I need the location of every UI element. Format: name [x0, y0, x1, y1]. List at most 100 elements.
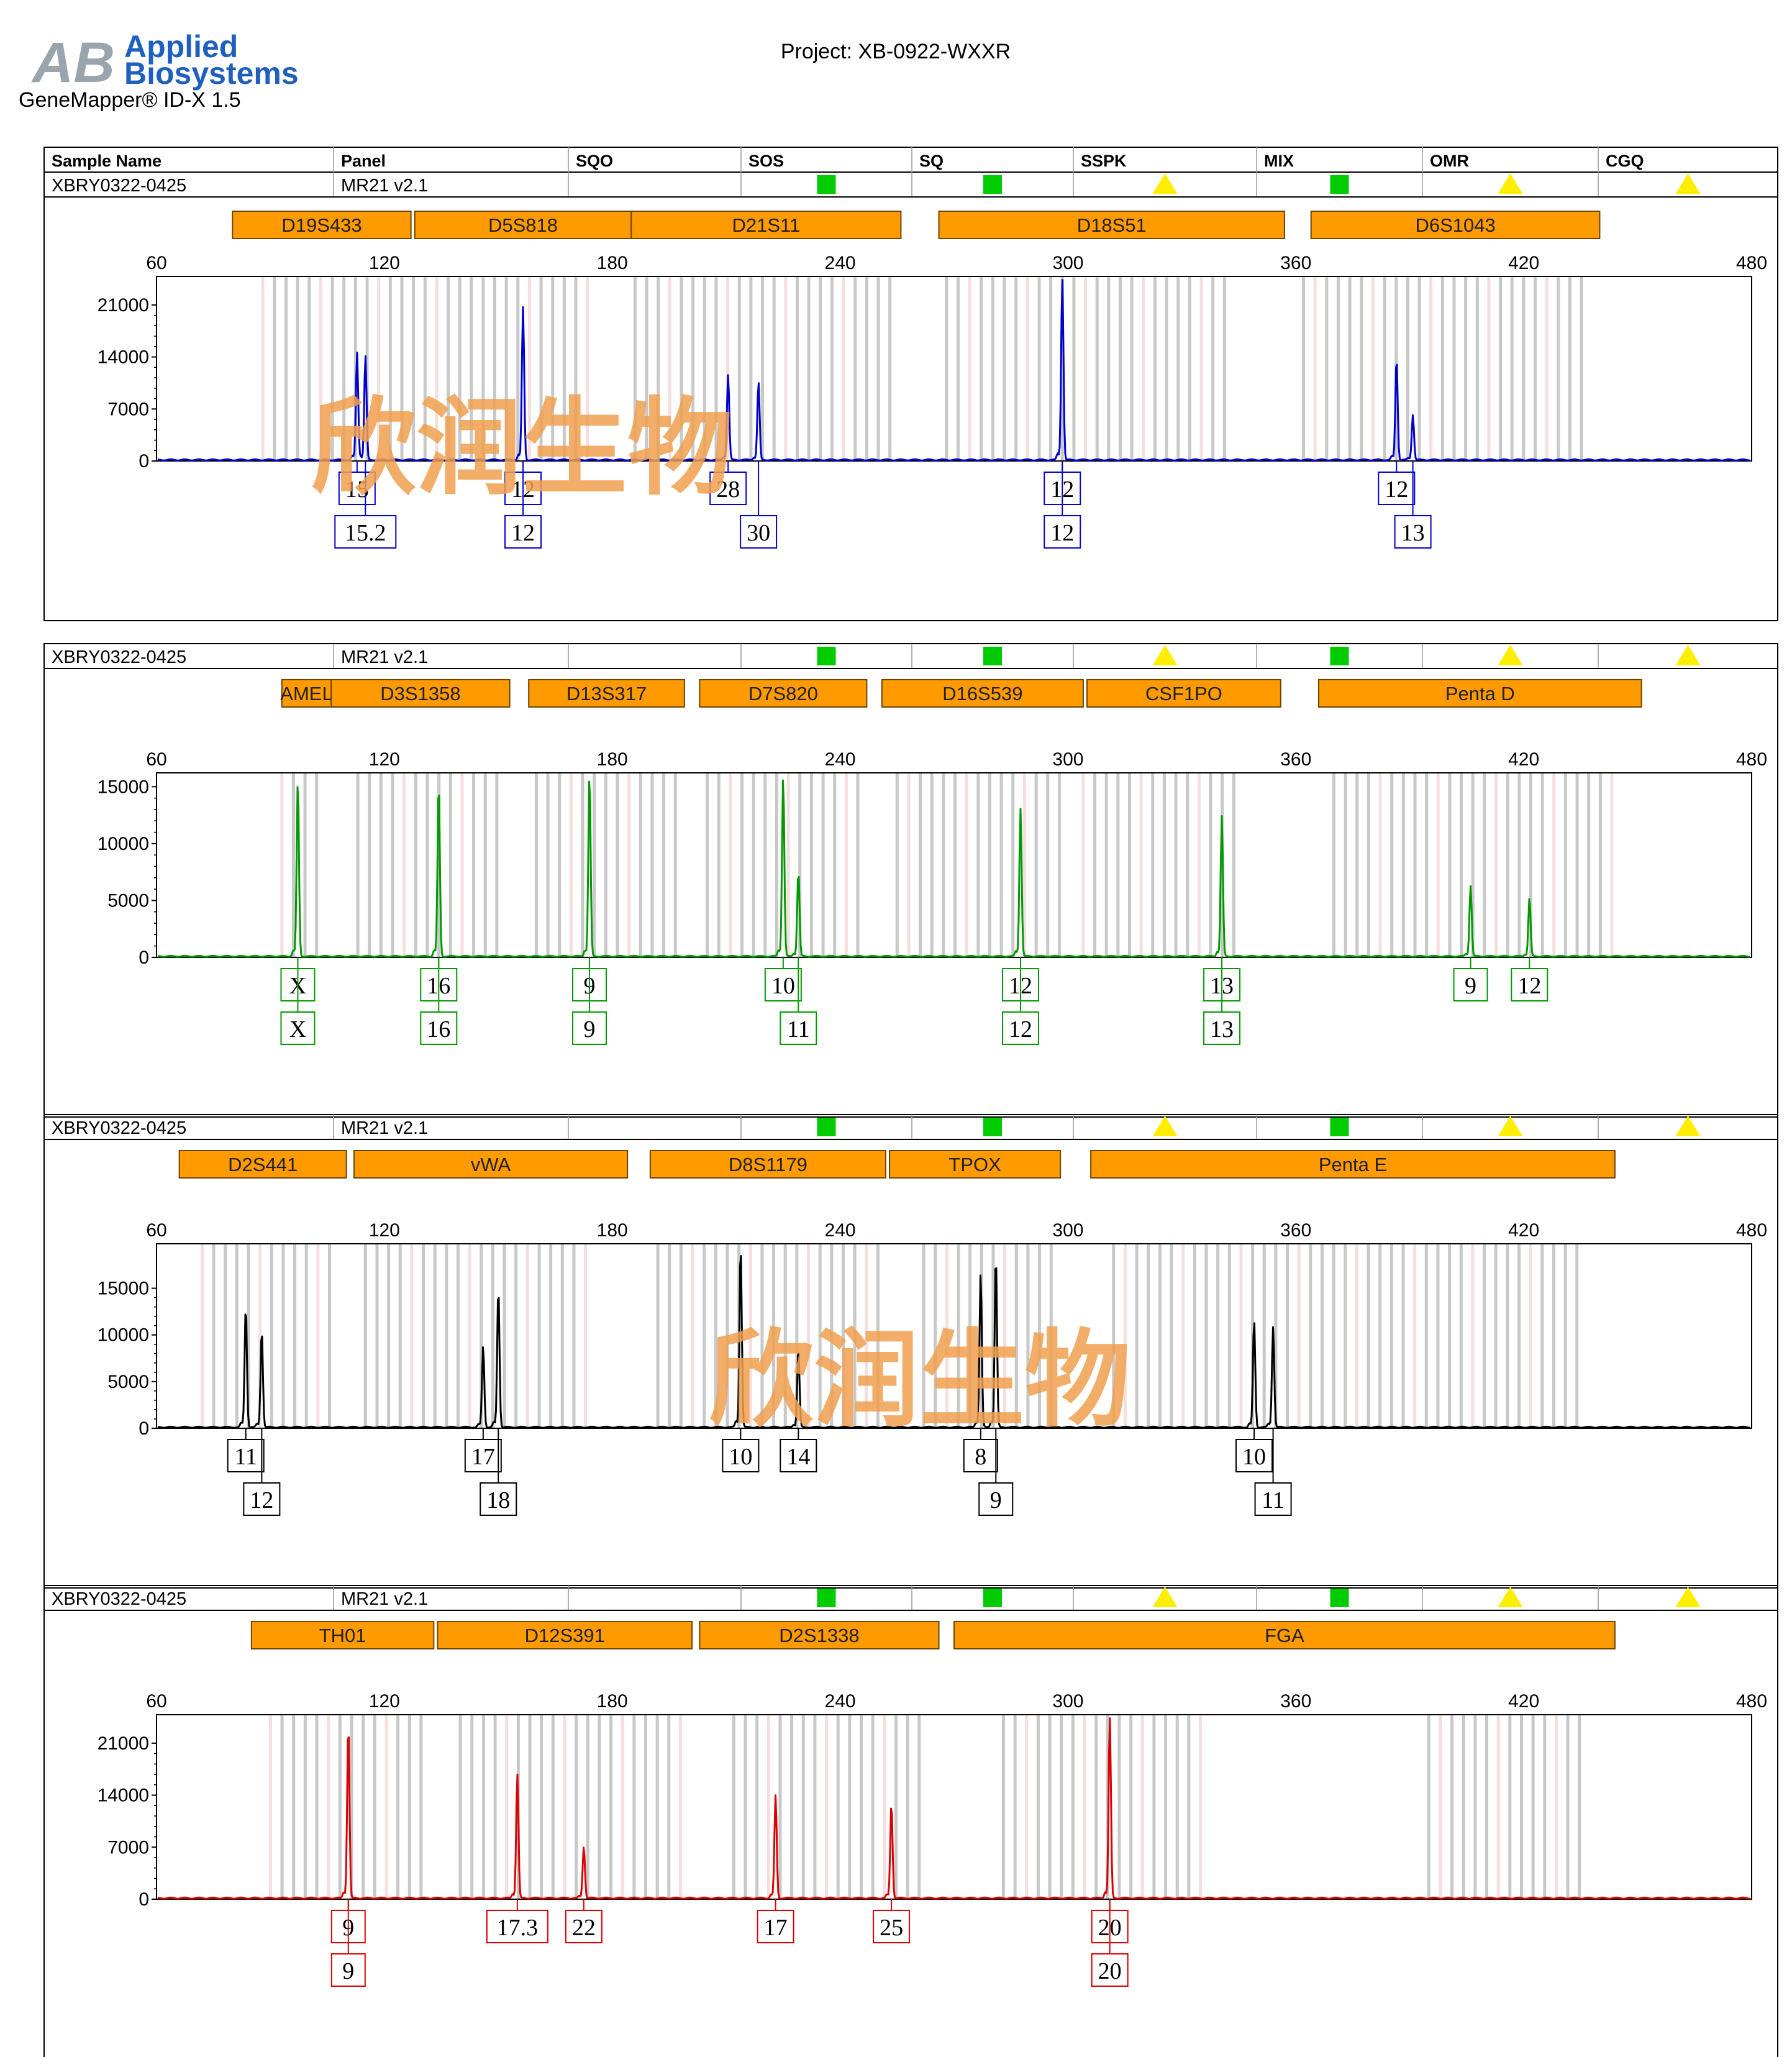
- x-tick-label: 300: [1052, 253, 1083, 273]
- marker-label: TH01: [319, 1625, 366, 1646]
- marker-label: D2S1338: [779, 1625, 859, 1646]
- allele-call-box: [334, 515, 397, 549]
- marker-label: D7S820: [748, 683, 818, 705]
- allele-call-label: 15.2: [345, 520, 386, 546]
- allele-call-box: [1203, 1011, 1241, 1045]
- plot-area: [156, 1243, 1752, 1429]
- allele-call-label: X: [289, 1016, 306, 1042]
- allele-call-box: [1002, 1011, 1039, 1045]
- x-tick-label: 240: [825, 1691, 856, 1712]
- allele-call-label: 28: [716, 477, 740, 503]
- allele-bins: [268, 1715, 1581, 1899]
- allele-call-box: [1091, 1953, 1129, 1987]
- allele-call-label: 11: [1262, 1487, 1285, 1513]
- panel-frame: [43, 1585, 1778, 2057]
- allele-bins: [280, 773, 1614, 957]
- applied-biosystems-logo: AB Applied Biosystems: [31, 29, 299, 94]
- marker-label: Penta D: [1445, 683, 1515, 705]
- x-tick-label: 360: [1280, 1220, 1311, 1241]
- marker-label: D21S11: [732, 214, 800, 236]
- x-tick-label: 60: [146, 253, 166, 273]
- x-tick-label: 120: [369, 253, 400, 273]
- x-tick-label: 60: [146, 1691, 166, 1712]
- allele-call-label: 30: [747, 520, 770, 546]
- marker-tpox: [889, 1150, 1062, 1179]
- quality-flag-mix-square-icon: [1330, 1118, 1349, 1136]
- x-tick-label: 240: [825, 253, 856, 273]
- marker-th01: [250, 1621, 435, 1649]
- quality-flag-sos-square-icon: [817, 1118, 836, 1136]
- allele-call-label: 9: [342, 1958, 354, 1984]
- x-tick-label: 180: [597, 1691, 628, 1712]
- column-header-omr: OMR: [1430, 152, 1469, 170]
- electropherogram-panels: Sample Name Panel SQO SOS SQ SSPK MIX OMR CGQ XBR…: [43, 147, 1778, 2057]
- marker-label: CSF1PO: [1145, 683, 1222, 705]
- x-tick-label: 240: [825, 749, 856, 770]
- allele-call-box: [480, 1482, 517, 1516]
- x-tick-label: 240: [825, 1220, 856, 1241]
- dye-panel-green: XBRY0322-0425 MR21 v2.1 AMEL D3S1358 D13S317…: [43, 643, 1778, 1118]
- watermarks: 欣润生物 欣润生物: [311, 390, 1130, 1439]
- ab-logo-mark: AB: [31, 31, 115, 94]
- allele-call-label: 10: [729, 1444, 752, 1470]
- x-tick-label: 180: [597, 749, 628, 770]
- plot-area: [156, 276, 1752, 462]
- marker-label: D3S1358: [380, 683, 460, 705]
- allele-call-box: [572, 1011, 607, 1045]
- marker-label: D2S441: [228, 1154, 298, 1175]
- x-tick-label: 300: [1052, 1220, 1083, 1241]
- allele-call-box: [722, 1439, 760, 1472]
- sample-name: XBRY0322-0425: [52, 1118, 186, 1138]
- trace-blue: [157, 279, 1750, 462]
- x-tick-label: 480: [1736, 1691, 1767, 1712]
- allele-bins: [261, 276, 1583, 461]
- watermark-1: 欣润生物: [311, 390, 733, 508]
- allele-call-box: [280, 1011, 316, 1045]
- marker-d2s1338: [699, 1621, 940, 1649]
- allele-call-label: 17.3: [497, 1915, 539, 1941]
- marker-label: FGA: [1265, 1625, 1304, 1646]
- column-header-sqo: SQO: [576, 152, 613, 170]
- marker-label: TPOX: [948, 1154, 1001, 1175]
- sample-name: XBRY0322-0425: [52, 1589, 186, 1609]
- y-tick-label: 5000: [107, 890, 149, 911]
- quality-flag-sos-square-icon: [817, 175, 836, 194]
- column-header-panel: Panel: [341, 152, 386, 170]
- y-tick-label: 5000: [107, 1372, 149, 1392]
- allele-call-box: [780, 1011, 817, 1045]
- y-tick-label: 0: [139, 947, 149, 968]
- marker-label: vWA: [471, 1154, 511, 1175]
- x-tick-label: 420: [1508, 1691, 1539, 1712]
- allele-call-label: 13: [1401, 520, 1425, 546]
- dye-panel-yellow: XBRY0322-0425 MR21 v2.1 D2S441 vWA D8S1179 TP…: [43, 1114, 1778, 1589]
- quality-flag-sq-square-icon: [983, 1118, 1002, 1136]
- allele-call-box: [243, 1482, 281, 1516]
- column-header-mix: MIX: [1264, 152, 1294, 170]
- plot-area: [156, 1714, 1752, 1900]
- x-tick-label: 360: [1280, 253, 1311, 273]
- allele-call-box: [780, 1439, 817, 1472]
- y-tick-label: 10000: [98, 1325, 149, 1346]
- column-header-sample-name: Sample Name: [52, 152, 161, 170]
- dye-panel-red: XBRY0322-0425 MR21 v2.1 TH01 D12S391 D2S1338…: [43, 1585, 1778, 2057]
- column-header-sq: SQ: [919, 152, 944, 170]
- panel-frame: [43, 643, 1778, 1118]
- x-tick-label: 420: [1508, 253, 1539, 273]
- marker-d13s317: [528, 679, 685, 708]
- x-tick-label: 60: [146, 749, 166, 770]
- allele-call-label: 14: [786, 1444, 810, 1470]
- allele-call-label: 9: [1465, 973, 1476, 999]
- marker-label: D13S317: [566, 683, 647, 705]
- allele-call-box: [963, 1439, 998, 1472]
- marker-d2s441: [178, 1150, 347, 1179]
- allele-call-label: 20: [1098, 1958, 1122, 1984]
- allele-call-label: 17: [764, 1915, 788, 1941]
- allele-call-box: [1511, 968, 1549, 1001]
- sample-name: XBRY0322-0425: [52, 176, 186, 196]
- panel-name: MR21 v2.1: [341, 176, 428, 196]
- x-tick-label: 420: [1508, 1220, 1539, 1241]
- x-tick-label: 120: [369, 749, 400, 770]
- y-tick-label: 21000: [98, 295, 149, 316]
- column-header-sspk: SSPK: [1081, 152, 1127, 170]
